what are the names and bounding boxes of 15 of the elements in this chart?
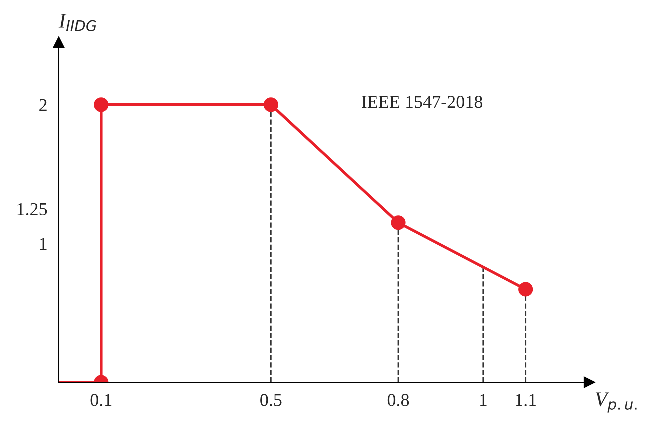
y-tick-label: 1.25	[18, 203, 48, 216]
x-tick-label: 0.1	[90, 394, 112, 406]
point	[264, 98, 278, 112]
y-tick-label: 1	[40, 238, 47, 250]
x-axis-title: V$_{p.u.}$	[596, 392, 637, 413]
point	[518, 282, 534, 297]
y-axis-title: I$_{IIDG}$	[58, 14, 96, 32]
x-tick-label: 1.1	[516, 394, 536, 406]
x-tick-label: 1	[480, 394, 487, 406]
y-tick-label: 2	[40, 99, 47, 112]
x-tick-label: 0.5	[260, 394, 282, 406]
annotation: IEEE 1547-2018	[362, 96, 483, 108]
point	[391, 216, 406, 230]
x-tick-label: 0.8	[388, 394, 410, 406]
point	[94, 98, 109, 112]
